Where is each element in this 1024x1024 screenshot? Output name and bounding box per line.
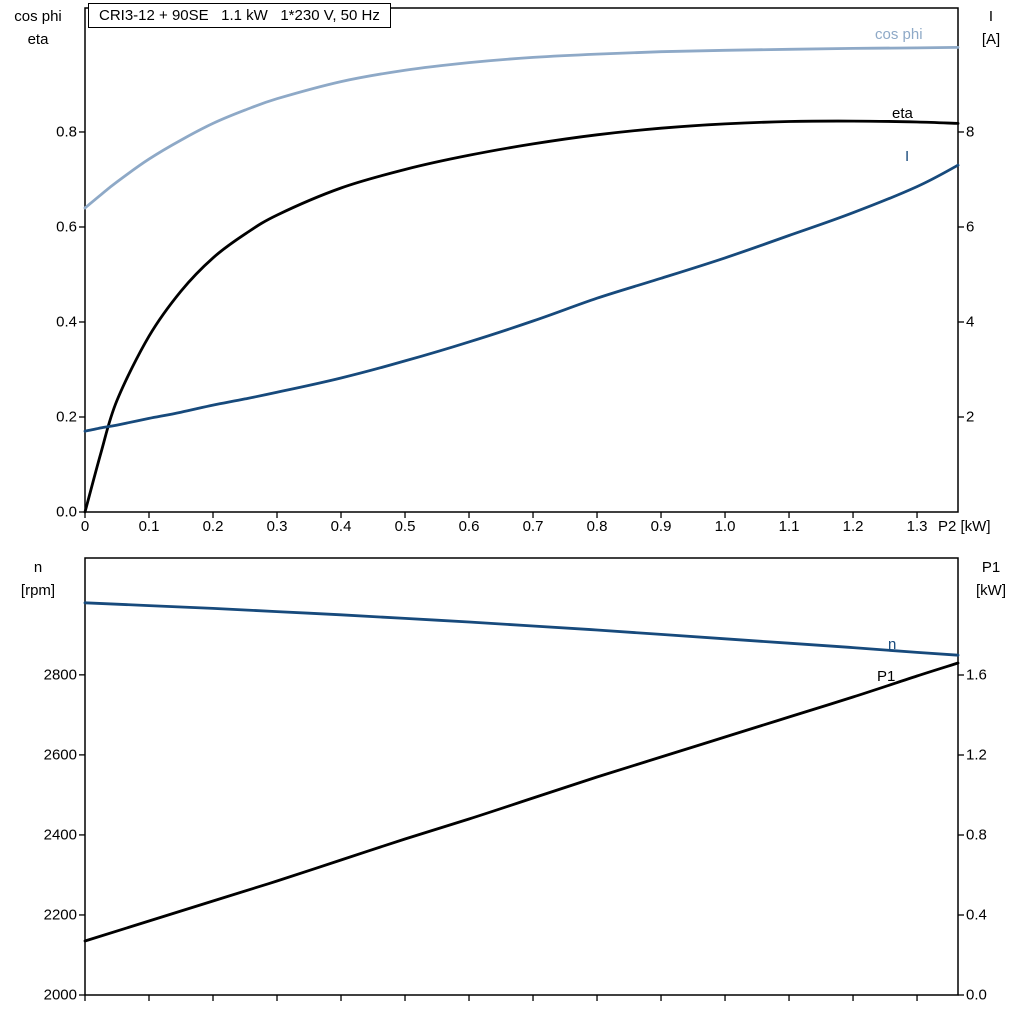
- speed-axis-label: n: [33, 559, 43, 576]
- y-left-tick-label: 0.2: [56, 408, 77, 426]
- y-left-tick-label: 2400: [43, 826, 77, 844]
- y-right-tick-label: 2: [966, 408, 975, 426]
- curve-eta: [83, 119, 960, 514]
- x-tick-label: 0.1: [138, 518, 160, 535]
- chart-title-box: CRI3-12 + 90SE 1.1 kW 1*230 V, 50 Hz: [88, 3, 391, 28]
- x-tick-label: 0.6: [458, 518, 480, 535]
- y-right-tick-label: 0.8: [966, 826, 987, 844]
- x-tick-label: 1.2: [842, 518, 864, 535]
- x-tick-label: 1.1: [778, 518, 800, 535]
- x-tick-label: 0.7: [522, 518, 544, 535]
- y-left-tick-label: 2800: [43, 666, 77, 684]
- power-axis-label: P1: [981, 559, 1001, 576]
- x-tick-label: 0.2: [202, 518, 224, 535]
- curve-p1: [83, 661, 960, 943]
- y-left-tick-label: 0.0: [56, 503, 77, 521]
- curve-label-p1: P1: [877, 668, 896, 685]
- eta-axis-label: eta: [27, 31, 49, 48]
- y-right-tick-label: 0.0: [966, 986, 987, 1004]
- current-unit-label: [A]: [981, 31, 1001, 48]
- y-right-tick-label: 4: [966, 313, 975, 331]
- bottom-right-axis-title: P1 [kW]: [962, 556, 1020, 602]
- y-left-tick-label: 2000: [43, 986, 77, 1004]
- x-tick-label: 0.9: [650, 518, 672, 535]
- x-tick-label: 0.3: [266, 518, 288, 535]
- y-left-tick-label: 2200: [43, 906, 77, 924]
- curve-label-current: I: [905, 148, 910, 165]
- curve-i: [83, 163, 960, 433]
- y-right-tick-label: 0.4: [966, 906, 987, 924]
- y-right-tick-label: 1.2: [966, 746, 987, 764]
- top-left-axis-title: cos phi eta: [0, 5, 76, 51]
- x-tick-label: 0.5: [394, 518, 416, 535]
- speed-unit-label: [rpm]: [20, 582, 56, 599]
- plot-frame: [84, 557, 959, 996]
- curve-label-speed: n: [888, 636, 897, 653]
- curve-cos-phi: [83, 46, 960, 210]
- current-axis-label: I: [988, 8, 994, 25]
- y-left-tick-label: 2600: [43, 746, 77, 764]
- power-unit-label: [kW]: [976, 582, 1006, 599]
- curve-n: [83, 601, 960, 657]
- y-right-tick-label: 8: [966, 123, 975, 141]
- top-right-axis-title: I [A]: [962, 5, 1020, 51]
- curve-label-eta: eta: [892, 105, 913, 122]
- x-tick-label: 0.8: [586, 518, 608, 535]
- y-left-tick-label: 0.4: [56, 313, 77, 331]
- y-right-tick-label: 6: [966, 218, 975, 236]
- y-right-tick-label: 1.6: [966, 666, 987, 684]
- y-left-tick-label: 0.8: [56, 123, 77, 141]
- plot-frame: [84, 7, 959, 513]
- bottom-left-axis-title: n [rpm]: [0, 556, 76, 602]
- x-tick-label: 0: [80, 518, 90, 535]
- x-tick-label: 1.0: [714, 518, 736, 535]
- x-axis-label: P2 [kW]: [938, 518, 991, 535]
- x-tick-label: 0.4: [330, 518, 352, 535]
- curve-label-cos-phi: cos phi: [875, 26, 923, 43]
- cosphi-axis-label: cos phi: [14, 8, 62, 25]
- y-left-tick-label: 0.6: [56, 218, 77, 236]
- x-tick-label: 1.3: [906, 518, 928, 535]
